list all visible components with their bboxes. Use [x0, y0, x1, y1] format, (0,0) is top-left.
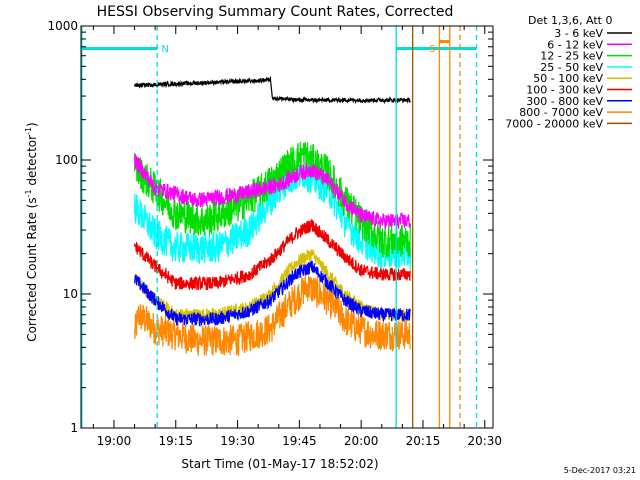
footer-date: 5-Dec-2017 03:21	[564, 466, 636, 475]
ylabel-sup2: -1	[24, 127, 33, 135]
svg-text:Corrected Count Rate (s-1 dete: Corrected Count Rate (s-1 detector-1)	[24, 122, 39, 341]
plot-frame	[80, 25, 494, 429]
x-tick-label: 19:00	[97, 434, 132, 448]
series-line-5	[134, 141, 411, 258]
x-tick-label: 20:30	[467, 434, 502, 448]
y-axis-label: Corrected Count Rate (s-1 detector-1)	[24, 122, 39, 341]
ylabel-main: Corrected Count Rate (s	[25, 197, 39, 341]
night-bar-1	[396, 47, 477, 50]
axes-layer: 1 10 100 1000 19:00 19:15 19:30 19:45 20:00 20:15…	[47, 19, 502, 448]
x-tick-label: 20:00	[344, 434, 379, 448]
x-tick-label: 19:45	[282, 434, 317, 448]
legend-label-7: 800 - 7000 keV	[519, 106, 603, 119]
series-line-7	[134, 75, 411, 105]
legend-label-8: 7000 - 20000 keV	[505, 117, 603, 130]
series-line-6	[134, 153, 411, 230]
annotation-n: N	[161, 44, 168, 55]
annotation-s: S	[429, 44, 435, 55]
legend-label-5: 100 - 300 keV	[526, 84, 603, 97]
y-tick-label: 10	[63, 287, 78, 301]
x-tick-label: 19:15	[158, 434, 193, 448]
legend-title: Det 1,3,6, Att 0	[528, 14, 612, 27]
y-tick-label: 1	[70, 421, 78, 435]
series-line-0	[134, 274, 411, 357]
legend-label-0: 3 - 6 keV	[554, 27, 603, 40]
legend-label-6: 300 - 800 keV	[526, 95, 603, 108]
x-tick-label: 19:30	[220, 434, 255, 448]
legend-label-2: 12 - 25 keV	[540, 50, 603, 63]
x-tick-label: 20:15	[406, 434, 441, 448]
chart-title: HESSI Observing Summary Count Rates, Cor…	[97, 4, 454, 20]
legend-label-1: 6 - 12 keV	[547, 38, 603, 51]
saa-bar	[439, 40, 450, 43]
y-tick-label: 100	[55, 153, 78, 167]
legend-label-4: 50 - 100 keV	[533, 72, 603, 85]
ylabel-sup1: -1	[24, 189, 33, 197]
legend-label-3: 25 - 50 keV	[540, 61, 603, 74]
series-line-3	[134, 219, 411, 291]
series-layer	[134, 75, 411, 357]
x-axis-label: Start Time (01-May-17 18:52:02)	[181, 457, 378, 471]
ylabel-end: )	[25, 122, 39, 127]
y-tick-label: 1000	[47, 19, 78, 33]
ylabel-mid: detector	[25, 135, 39, 190]
night-bar-0	[81, 47, 158, 50]
series-line-2	[134, 260, 411, 327]
